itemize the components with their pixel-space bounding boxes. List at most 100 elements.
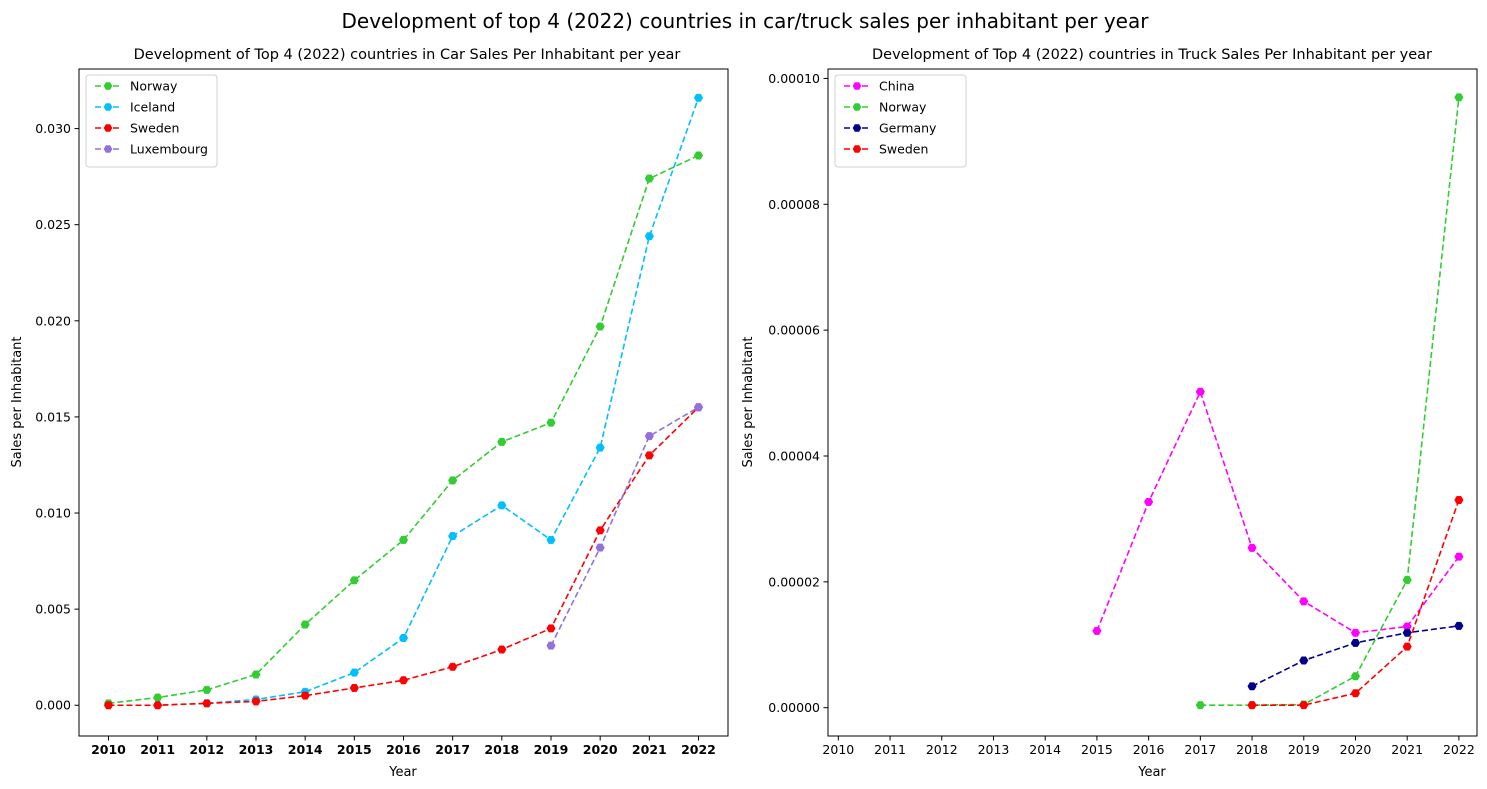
- data-point: [644, 451, 654, 460]
- legend-marker: [103, 82, 113, 90]
- legend-entry: Luxembourg: [95, 142, 208, 157]
- x-tick-label: 2019: [534, 742, 569, 757]
- data-point: [1402, 628, 1412, 637]
- series-line: [108, 406, 700, 707]
- data-point: [1247, 682, 1257, 691]
- data-point: [1299, 656, 1309, 665]
- y-tick-label: 0.000: [35, 698, 71, 713]
- legend-entry: Germany: [844, 121, 937, 136]
- x-tick-label: 2014: [288, 742, 323, 757]
- legend-marker: [852, 124, 862, 132]
- x-tick-label: 2010: [91, 742, 126, 757]
- x-tick-label: 2021: [632, 742, 667, 757]
- data-point: [595, 543, 605, 552]
- series-iceland: [103, 93, 704, 710]
- data-point: [448, 532, 458, 541]
- y-tick-label: 0.00010: [768, 71, 820, 86]
- axes-frame: [827, 68, 1478, 737]
- x-tick-label: 2022: [681, 742, 716, 757]
- data-point: [300, 691, 310, 700]
- x-axis-label: Year: [388, 765, 417, 780]
- legend-marker: [852, 145, 862, 153]
- y-tick-label: 0.00002: [768, 574, 820, 589]
- y-axis-label: Sales per Inhabitant: [10, 336, 25, 467]
- legend-label: Sweden: [130, 121, 179, 136]
- series-line: [1096, 389, 1460, 634]
- x-axis-label: Year: [1137, 765, 1166, 780]
- data-point: [497, 501, 507, 510]
- series-norway: [103, 151, 704, 708]
- legend-label: Luxembourg: [130, 142, 208, 157]
- data-point: [251, 670, 261, 679]
- series-line: [550, 406, 699, 647]
- data-point: [546, 641, 556, 650]
- legend-label: China: [879, 79, 915, 94]
- data-point: [349, 576, 359, 585]
- x-tick-label: 2013: [978, 742, 1010, 757]
- data-point: [1350, 638, 1361, 647]
- y-tick-label: 0.00000: [768, 700, 820, 715]
- data-point: [398, 633, 409, 642]
- x-tick-label: 2020: [583, 742, 618, 757]
- y-tick-label: 0.015: [35, 409, 71, 424]
- legend-label: Norway: [879, 100, 927, 115]
- figure-title: Development of top 4 (2022) countries in…: [342, 9, 1150, 33]
- data-point: [349, 668, 359, 677]
- series-line: [108, 97, 700, 707]
- data-point: [1299, 701, 1309, 710]
- series-sweden: [1247, 496, 1464, 710]
- series-norway: [1195, 93, 1464, 710]
- data-point: [595, 526, 605, 535]
- data-point: [1454, 93, 1464, 102]
- plot-area: 2010 2011 2012 2013 2014 2015 2016 2017 2018 2019…: [768, 68, 1478, 757]
- x-tick-label: 2015: [337, 742, 372, 757]
- data-point: [1299, 597, 1309, 606]
- legend-entry: Sweden: [95, 121, 179, 136]
- data-point: [693, 93, 704, 102]
- data-point: [1454, 621, 1464, 630]
- legend-entry: Iceland: [95, 100, 175, 115]
- y-tick-label: 0.030: [35, 121, 71, 136]
- series-sweden: [103, 403, 704, 710]
- data-point: [1195, 387, 1205, 396]
- x-tick-label: 2014: [1029, 742, 1061, 757]
- x-tick-label: 2012: [189, 742, 224, 757]
- data-point: [497, 645, 507, 654]
- legend-label: Iceland: [130, 100, 175, 115]
- x-tick-label: 2011: [874, 742, 906, 757]
- data-point: [398, 676, 409, 685]
- data-point: [448, 662, 458, 671]
- x-tick-label: 2012: [926, 742, 958, 757]
- data-point: [448, 476, 458, 485]
- data-point: [595, 443, 605, 452]
- x-tick-label: 2013: [239, 742, 274, 757]
- x-tick-label: 2018: [484, 742, 519, 757]
- y-tick-label: 0.00004: [768, 448, 820, 463]
- data-point: [1092, 626, 1102, 635]
- series-china: [1092, 387, 1464, 637]
- data-point: [1247, 543, 1257, 552]
- x-tick-label: 2017: [435, 742, 470, 757]
- chart-title: Development of Top 4 (2022) countries in…: [134, 47, 681, 63]
- series-line: [1200, 97, 1460, 706]
- legend-box: [834, 74, 967, 168]
- data-point: [1350, 672, 1361, 681]
- legend-marker: [852, 103, 862, 111]
- legend-entry: Norway: [844, 100, 927, 115]
- data-point: [398, 535, 409, 544]
- y-axis-label: Sales per Inhabitant: [741, 336, 756, 467]
- data-point: [497, 437, 507, 446]
- data-point: [1402, 575, 1412, 584]
- data-point: [1454, 552, 1464, 561]
- series-line: [108, 154, 699, 705]
- x-tick-label: 2018: [1236, 742, 1268, 757]
- legend-entry: Sweden: [844, 142, 928, 157]
- x-tick-label: 2017: [1184, 742, 1216, 757]
- data-point: [1247, 701, 1257, 710]
- chart-title: Development of Top 4 (2022) countries in…: [872, 47, 1432, 63]
- data-point: [1402, 642, 1412, 651]
- y-tick-label: 0.010: [35, 506, 71, 521]
- y-tick-label: 0.020: [35, 313, 71, 328]
- data-point: [546, 535, 556, 544]
